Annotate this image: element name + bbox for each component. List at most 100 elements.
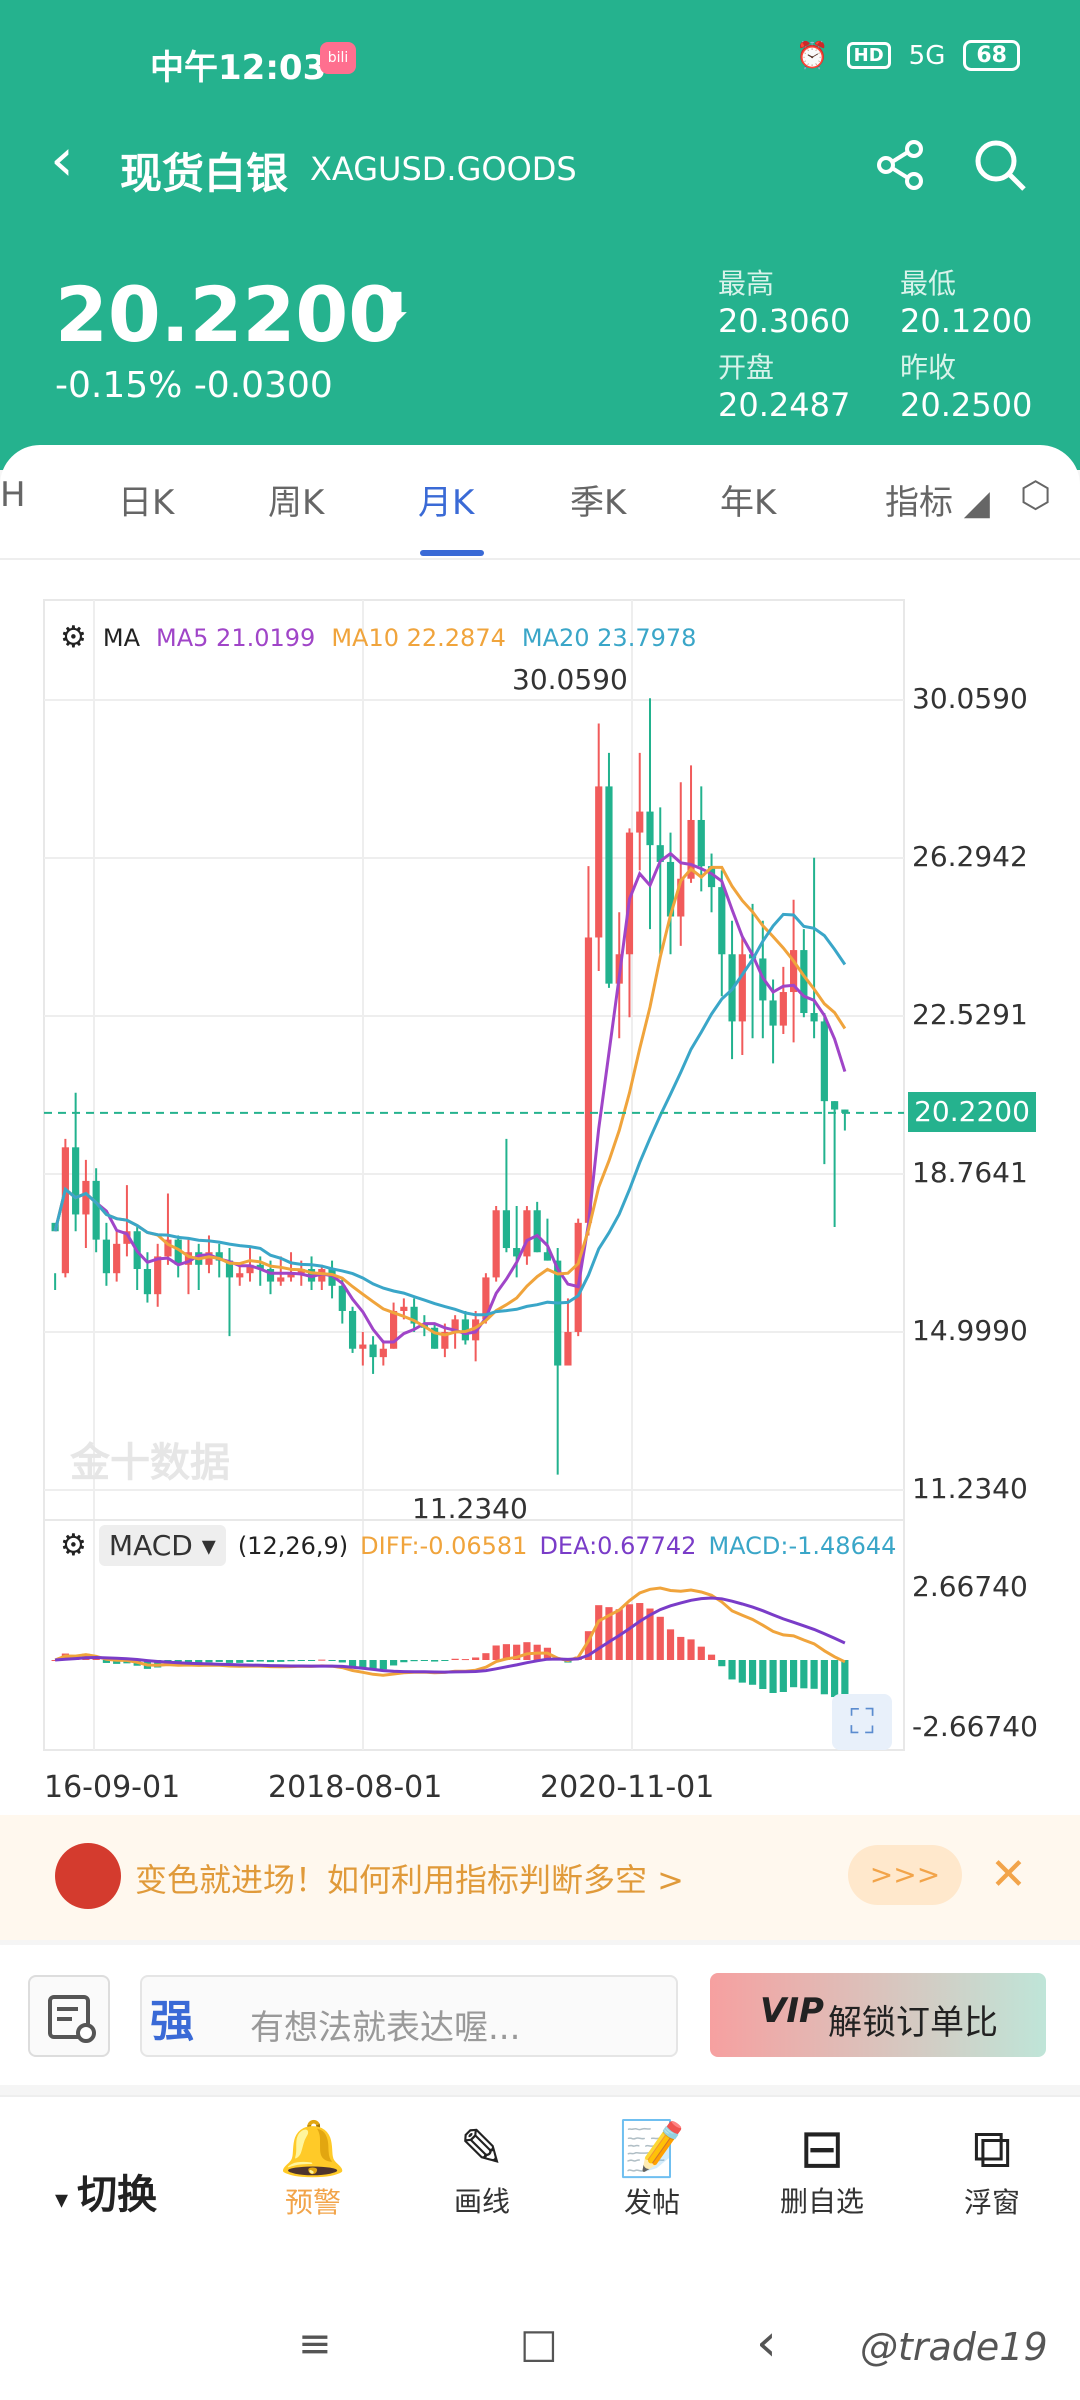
macd-bar [790,1660,798,1688]
unlock-order-ratio-button[interactable] [710,1973,1046,2057]
candle-body [184,1252,193,1265]
candle-body [564,1331,572,1366]
candle-body [431,1327,439,1349]
gear-icon[interactable]: ⚙ [60,620,87,655]
candle-body [72,1147,80,1215]
candle-body [369,1344,377,1358]
tab-day[interactable]: 日K [118,483,175,523]
candle-body [554,1260,562,1366]
promo-text[interactable]: 变色就进场！如何利用指标判断多空 > [135,1861,684,1899]
macd-bar [441,1660,449,1661]
y-tick: 26.2942 [912,840,1028,873]
candle-body [123,1231,131,1244]
macd-bar [625,1604,634,1660]
macd-bottom-tick: -2.66740 [912,1710,1038,1743]
alert-button[interactable]: 🔔 预警 [243,2117,383,2221]
share-icon[interactable] [870,135,930,195]
remove-label: 删自选 [779,2185,864,2218]
candle-body [646,811,654,846]
macd-bar [707,1654,716,1660]
candle-body [779,992,787,1026]
candle-body [502,1210,510,1249]
candle-body [625,832,634,955]
candle-body [841,1109,849,1113]
candle-body [656,845,664,862]
signal-icon: 5G [908,40,946,71]
macd-bar [738,1660,746,1683]
switch-button[interactable]: ▾ 切换 [55,2172,158,2218]
alert-label: 预警 [284,2186,341,2219]
macd-bar [369,1660,377,1670]
remove-watchlist-button[interactable]: ⊟ 删自选 [752,2117,892,2220]
y-tick: 22.5291 [912,998,1028,1031]
search-icon[interactable] [970,135,1030,195]
order-settings-icon[interactable] [28,1975,110,2057]
ma5-line [53,851,847,1344]
tab-week[interactable]: 周K [268,483,325,523]
float-window-button[interactable]: ⧉ 浮窗 [922,2117,1062,2221]
dea-line [54,1596,846,1674]
macd-top-tick: 2.66740 [912,1570,1028,1603]
change-percent: -0.15% [55,365,183,406]
draw-label: 画线 [453,2185,510,2218]
candle-body [215,1252,223,1261]
prev-close-value: 20.2500 [900,386,1033,424]
candle-body [718,887,726,955]
comment-input[interactable] [140,1975,678,2057]
macd-bar [225,1660,234,1663]
macd-bar [359,1660,367,1669]
candle-body [410,1306,418,1324]
macd-bar [215,1660,223,1662]
ma10-line [53,865,847,1337]
post-label: 发帖 [623,2186,680,2219]
max-annotation: 30.0590 [512,663,628,696]
menu-icon[interactable]: ≡ [298,2321,332,2367]
macd-indicator-select[interactable]: MACD ▾ [98,1525,226,1566]
candle-body [810,1013,818,1022]
tab-year[interactable]: 年K [720,483,777,523]
chart-panel: H 日K 周K 月K 季K 年K 指标 ◢ ⬡ [0,445,1080,1815]
high-label: 最高 [718,267,775,300]
candle-body [164,1239,172,1257]
macd-bar [410,1660,418,1662]
promo-more-button[interactable]: >>> [848,1845,962,1905]
back-nav-icon[interactable]: ‹ [756,2313,777,2373]
back-button[interactable]: ‹ [50,125,74,195]
macd-bar [605,1607,613,1660]
candle-body [277,1277,285,1282]
open-label: 开盘 [718,351,775,384]
comment-placeholder[interactable]: 有想法就表达喔... [250,2008,521,2048]
macd-bar [492,1645,500,1660]
candle-body [102,1239,110,1274]
candle-body [605,786,613,984]
candle-body [677,878,685,917]
macd-bar [800,1660,808,1689]
candle-body [61,1147,69,1274]
y-tick: 14.9990 [912,1314,1028,1347]
settings-hex-icon[interactable]: ⬡ [1020,475,1052,516]
tab-hour[interactable]: H [0,475,26,515]
macd-bar [307,1660,316,1661]
avatar-icon: 强 [150,1996,194,2047]
macd-gear-icon[interactable]: ⚙ [60,1528,87,1563]
ma20-legend: MA20 23.7978 [521,623,697,652]
macd-bar [205,1660,213,1663]
home-icon[interactable]: □ [520,2321,558,2367]
candle-body [92,1180,100,1240]
draw-line-button[interactable]: ✎ 画线 [412,2117,552,2220]
ma-legend: ⚙ MA MA5 21.0199 MA10 22.2874 MA20 23.79… [60,620,696,655]
promo-banner[interactable]: 变色就进场！如何利用指标判断多空 > >>> ✕ [0,1815,1080,1940]
post-button[interactable]: 📝 发帖 [582,2117,722,2221]
macd-diff: DIFF:-0.06581 [360,1531,528,1560]
tab-month[interactable]: 月K [418,483,475,523]
fullscreen-icon[interactable]: ⛶ [832,1694,892,1750]
unlock-label[interactable]: 解锁订单比 [828,2003,998,2043]
close-icon[interactable]: ✕ [990,1849,1027,1900]
kline-chart[interactable] [0,0,1080,1800]
tab-quarter[interactable]: 季K [570,483,627,523]
prev-close-label: 昨收 [900,351,957,384]
macd-bar [338,1660,346,1663]
macd-bar [769,1660,777,1693]
tab-indicators[interactable]: 指标 ◢ [885,483,990,523]
x-tick: 16-09-01 [44,1770,181,1805]
